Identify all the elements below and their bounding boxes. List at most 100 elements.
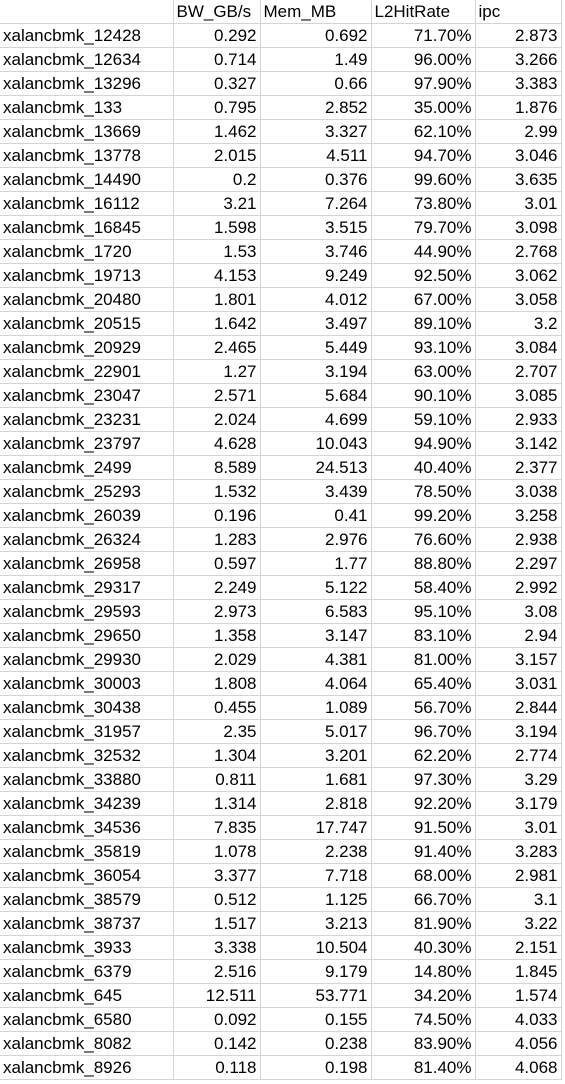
cell-ipc[interactable]: 2.151 xyxy=(475,935,562,960)
cell-ipc[interactable]: 2.774 xyxy=(475,743,562,768)
cell-name[interactable]: xalancbmk_20515 xyxy=(0,311,174,336)
cell-ipc[interactable]: 3.062 xyxy=(475,263,562,288)
cell-l2hitrate[interactable]: 94.90% xyxy=(371,431,476,456)
cell-l2hitrate[interactable]: 65.40% xyxy=(371,671,476,696)
cell-bw[interactable]: 2.35 xyxy=(173,719,261,744)
cell-l2hitrate[interactable]: 96.70% xyxy=(371,719,476,744)
cell-l2hitrate[interactable]: 78.50% xyxy=(371,479,476,504)
cell-ipc[interactable]: 3.194 xyxy=(475,719,562,744)
cell-l2hitrate[interactable]: 81.90% xyxy=(371,911,476,936)
cell-mem[interactable]: 4.511 xyxy=(260,143,372,168)
cell-bw[interactable]: 1.517 xyxy=(173,911,261,936)
cell-bw[interactable]: 3.21 xyxy=(173,191,261,216)
cell-mem[interactable]: 1.681 xyxy=(260,767,372,792)
cell-l2hitrate[interactable]: 14.80% xyxy=(371,959,476,984)
cell-l2hitrate[interactable]: 63.00% xyxy=(371,359,476,384)
header-cell-l2hitrate[interactable]: L2HitRate xyxy=(371,0,476,24)
cell-ipc[interactable]: 2.297 xyxy=(475,551,562,576)
cell-bw[interactable]: 0.714 xyxy=(173,47,261,72)
cell-name[interactable]: xalancbmk_29650 xyxy=(0,623,174,648)
cell-l2hitrate[interactable]: 81.00% xyxy=(371,647,476,672)
cell-mem[interactable]: 10.043 xyxy=(260,431,372,456)
cell-ipc[interactable]: 3.1 xyxy=(475,887,562,912)
cell-ipc[interactable]: 3.179 xyxy=(475,791,562,816)
cell-ipc[interactable]: 2.933 xyxy=(475,407,562,432)
cell-mem[interactable]: 9.179 xyxy=(260,959,372,984)
cell-l2hitrate[interactable]: 99.60% xyxy=(371,167,476,192)
cell-ipc[interactable]: 3.266 xyxy=(475,47,562,72)
cell-bw[interactable]: 1.27 xyxy=(173,359,261,384)
cell-l2hitrate[interactable]: 92.20% xyxy=(371,791,476,816)
header-cell-mem[interactable]: Mem_MB xyxy=(260,0,372,24)
cell-bw[interactable]: 0.292 xyxy=(173,23,261,48)
cell-ipc[interactable]: 3.08 xyxy=(475,599,562,624)
cell-l2hitrate[interactable]: 40.30% xyxy=(371,935,476,960)
cell-name[interactable]: xalancbmk_8926 xyxy=(0,1055,174,1080)
cell-name[interactable]: xalancbmk_32532 xyxy=(0,743,174,768)
cell-bw[interactable]: 0.512 xyxy=(173,887,261,912)
cell-ipc[interactable]: 3.22 xyxy=(475,911,562,936)
cell-name[interactable]: xalancbmk_12634 xyxy=(0,47,174,72)
cell-name[interactable]: xalancbmk_23797 xyxy=(0,431,174,456)
cell-ipc[interactable]: 3.635 xyxy=(475,167,562,192)
cell-mem[interactable]: 5.684 xyxy=(260,383,372,408)
cell-l2hitrate[interactable]: 95.10% xyxy=(371,599,476,624)
cell-ipc[interactable]: 3.258 xyxy=(475,503,562,528)
cell-ipc[interactable]: 3.031 xyxy=(475,671,562,696)
cell-ipc[interactable]: 2.377 xyxy=(475,455,562,480)
cell-l2hitrate[interactable]: 67.00% xyxy=(371,287,476,312)
cell-name[interactable]: xalancbmk_23047 xyxy=(0,383,174,408)
cell-mem[interactable]: 9.249 xyxy=(260,263,372,288)
cell-ipc[interactable]: 2.992 xyxy=(475,575,562,600)
cell-name[interactable]: xalancbmk_133 xyxy=(0,95,174,120)
cell-l2hitrate[interactable]: 76.60% xyxy=(371,527,476,552)
cell-name[interactable]: xalancbmk_30438 xyxy=(0,695,174,720)
cell-ipc[interactable]: 2.94 xyxy=(475,623,562,648)
cell-l2hitrate[interactable]: 79.70% xyxy=(371,215,476,240)
header-cell-name[interactable] xyxy=(0,0,174,24)
cell-bw[interactable]: 7.835 xyxy=(173,815,261,840)
cell-mem[interactable]: 3.746 xyxy=(260,239,372,264)
cell-mem[interactable]: 17.747 xyxy=(260,815,372,840)
cell-ipc[interactable]: 1.845 xyxy=(475,959,562,984)
cell-name[interactable]: xalancbmk_19713 xyxy=(0,263,174,288)
cell-bw[interactable]: 1.078 xyxy=(173,839,261,864)
cell-name[interactable]: xalancbmk_30003 xyxy=(0,671,174,696)
cell-bw[interactable]: 3.377 xyxy=(173,863,261,888)
cell-mem[interactable]: 0.692 xyxy=(260,23,372,48)
cell-bw[interactable]: 1.642 xyxy=(173,311,261,336)
cell-bw[interactable]: 2.015 xyxy=(173,143,261,168)
cell-name[interactable]: xalancbmk_25293 xyxy=(0,479,174,504)
cell-mem[interactable]: 10.504 xyxy=(260,935,372,960)
cell-mem[interactable]: 0.155 xyxy=(260,1007,372,1032)
cell-ipc[interactable]: 3.283 xyxy=(475,839,562,864)
cell-mem[interactable]: 3.201 xyxy=(260,743,372,768)
cell-l2hitrate[interactable]: 58.40% xyxy=(371,575,476,600)
cell-bw[interactable]: 1.801 xyxy=(173,287,261,312)
cell-mem[interactable]: 4.064 xyxy=(260,671,372,696)
cell-ipc[interactable]: 2.981 xyxy=(475,863,562,888)
cell-bw[interactable]: 1.532 xyxy=(173,479,261,504)
cell-bw[interactable]: 0.455 xyxy=(173,695,261,720)
cell-bw[interactable]: 1.808 xyxy=(173,671,261,696)
cell-mem[interactable]: 4.381 xyxy=(260,647,372,672)
cell-ipc[interactable]: 3.01 xyxy=(475,815,562,840)
cell-mem[interactable]: 3.515 xyxy=(260,215,372,240)
cell-name[interactable]: xalancbmk_20480 xyxy=(0,287,174,312)
cell-ipc[interactable]: 3.046 xyxy=(475,143,562,168)
cell-bw[interactable]: 1.462 xyxy=(173,119,261,144)
cell-name[interactable]: xalancbmk_29317 xyxy=(0,575,174,600)
cell-name[interactable]: xalancbmk_35819 xyxy=(0,839,174,864)
cell-l2hitrate[interactable]: 94.70% xyxy=(371,143,476,168)
cell-bw[interactable]: 0.811 xyxy=(173,767,261,792)
cell-l2hitrate[interactable]: 83.10% xyxy=(371,623,476,648)
cell-mem[interactable]: 2.852 xyxy=(260,95,372,120)
cell-name[interactable]: xalancbmk_26958 xyxy=(0,551,174,576)
cell-l2hitrate[interactable]: 99.20% xyxy=(371,503,476,528)
cell-name[interactable]: xalancbmk_6580 xyxy=(0,1007,174,1032)
cell-bw[interactable]: 2.024 xyxy=(173,407,261,432)
cell-mem[interactable]: 3.497 xyxy=(260,311,372,336)
cell-bw[interactable]: 12.511 xyxy=(173,983,261,1008)
cell-mem[interactable]: 7.718 xyxy=(260,863,372,888)
cell-ipc[interactable]: 2.873 xyxy=(475,23,562,48)
